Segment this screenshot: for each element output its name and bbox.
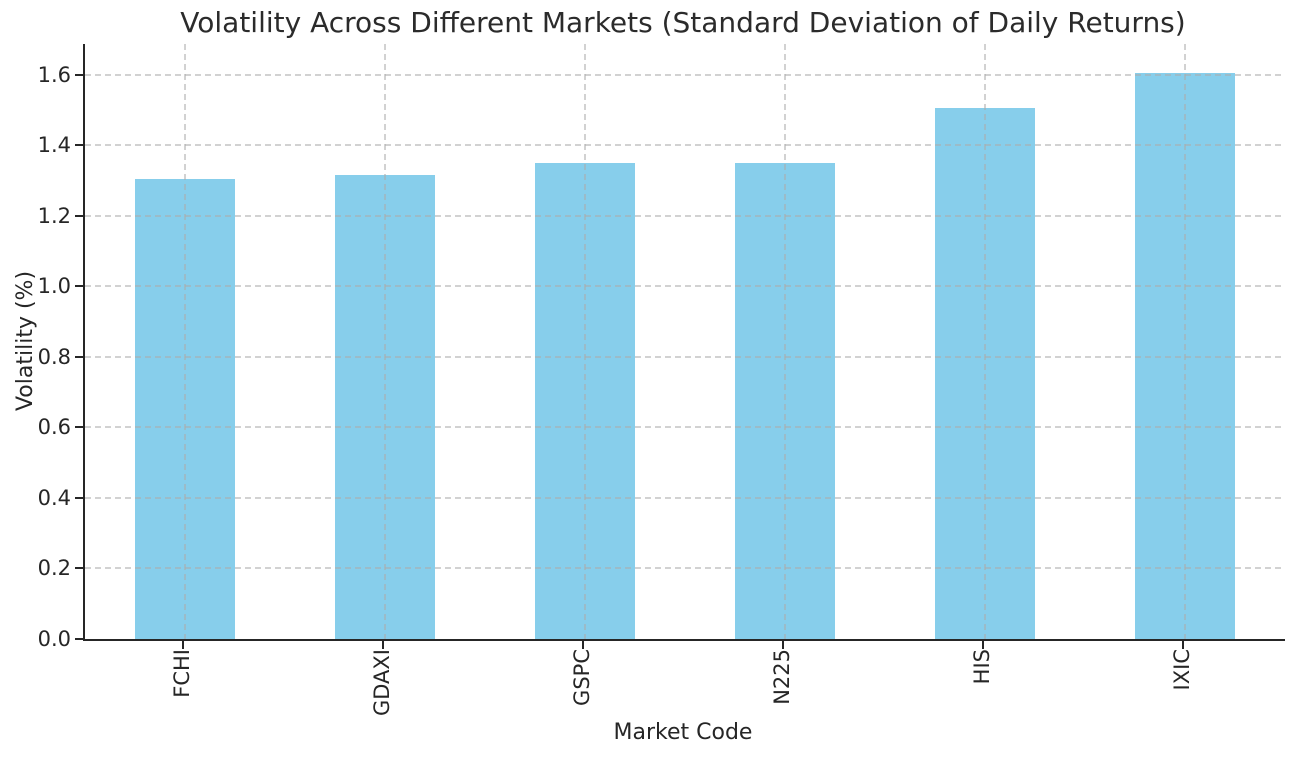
plot-area [83,44,1285,641]
y-tick-mark [75,73,83,76]
gridline-vertical [384,44,386,639]
gridline-horizontal [85,567,1285,570]
gridline-horizontal [85,426,1285,429]
y-tick-label: 0.2 [37,556,71,581]
gridline-horizontal [85,496,1285,499]
y-tick-label: 0.4 [37,485,71,510]
y-tick-label: 1.0 [37,274,71,299]
y-tick-label: 0.8 [37,344,71,369]
y-tick-mark [75,214,83,217]
chart-title: Volatility Across Different Markets (Sta… [180,6,1186,39]
y-tick-mark [75,355,83,358]
gridline-horizontal [85,355,1285,358]
x-tick-label: HIS [970,649,994,685]
y-tick-mark [75,426,83,429]
y-tick-label: 0.0 [37,627,71,651]
x-tick-mark [382,641,384,649]
gridline-vertical [784,44,786,639]
x-tick-label: GSPC [570,649,594,706]
y-tick-mark [75,285,83,288]
x-tick-label: GDAXI [370,649,394,717]
x-axis-label: Market Code [613,720,753,745]
gridline-horizontal [85,144,1285,147]
y-tick-label: 1.2 [37,203,71,228]
gridline-vertical [184,44,186,639]
y-tick-label: 1.6 [37,62,71,87]
x-tick-mark [182,641,184,649]
x-tick-mark [782,641,784,649]
x-tick-mark [1182,641,1184,649]
y-tick-mark [75,144,83,147]
x-tick-label: FCHI [170,649,194,698]
x-tick-label: N225 [770,649,794,705]
gridline-vertical [1184,44,1186,639]
y-tick-mark [75,496,83,499]
x-tick-mark [582,641,584,649]
gridline-horizontal [85,214,1285,217]
grid-layer [85,44,1285,639]
gridline-vertical [584,44,586,639]
x-tick-label: IXIC [1170,649,1194,691]
y-tick-label: 0.6 [37,415,71,440]
gridline-vertical [984,44,986,639]
x-tick-mark [982,641,984,649]
y-tick-label: 1.4 [37,133,71,158]
gridline-horizontal [85,73,1285,76]
y-tick-mark [75,567,83,570]
y-tick-mark [75,638,83,640]
gridline-horizontal [85,285,1285,288]
